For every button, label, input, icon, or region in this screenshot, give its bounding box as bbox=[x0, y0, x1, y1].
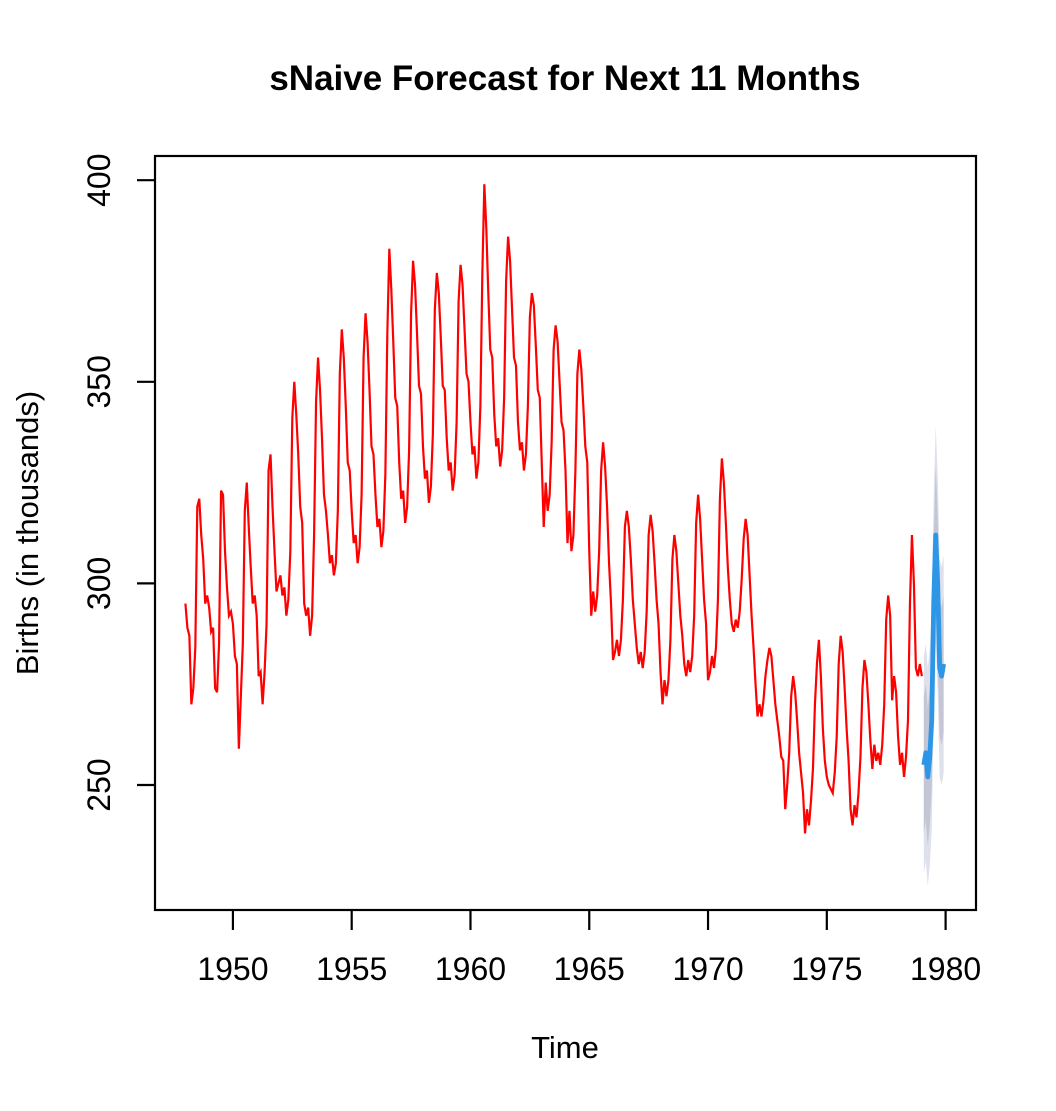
y-tick-label: 400 bbox=[81, 153, 117, 206]
y-tick-label: 350 bbox=[81, 355, 117, 408]
x-tick-label: 1950 bbox=[197, 951, 268, 987]
plot-border bbox=[153, 154, 978, 912]
chart-title: sNaive Forecast for Next 11 Months bbox=[269, 59, 860, 98]
x-tick-label: 1965 bbox=[554, 951, 625, 987]
observed-line bbox=[184, 184, 923, 834]
x-axis-title: Time bbox=[531, 1030, 599, 1065]
y-tick-label: 300 bbox=[81, 557, 117, 610]
x-tick-label: 1975 bbox=[791, 951, 862, 987]
x-tick-label: 1960 bbox=[435, 951, 506, 987]
y-axis-title: Births (in thousands) bbox=[10, 391, 45, 675]
plot-area: 1950 1955 1960 1965 1970 1975 1980 250 300 350 400 bbox=[81, 153, 981, 987]
x-tick-label: 1980 bbox=[910, 951, 981, 987]
forecast-line bbox=[921, 532, 946, 780]
y-tick-label: 250 bbox=[81, 758, 117, 811]
x-tick-label: 1955 bbox=[316, 951, 387, 987]
x-tick-label: 1970 bbox=[672, 951, 743, 987]
